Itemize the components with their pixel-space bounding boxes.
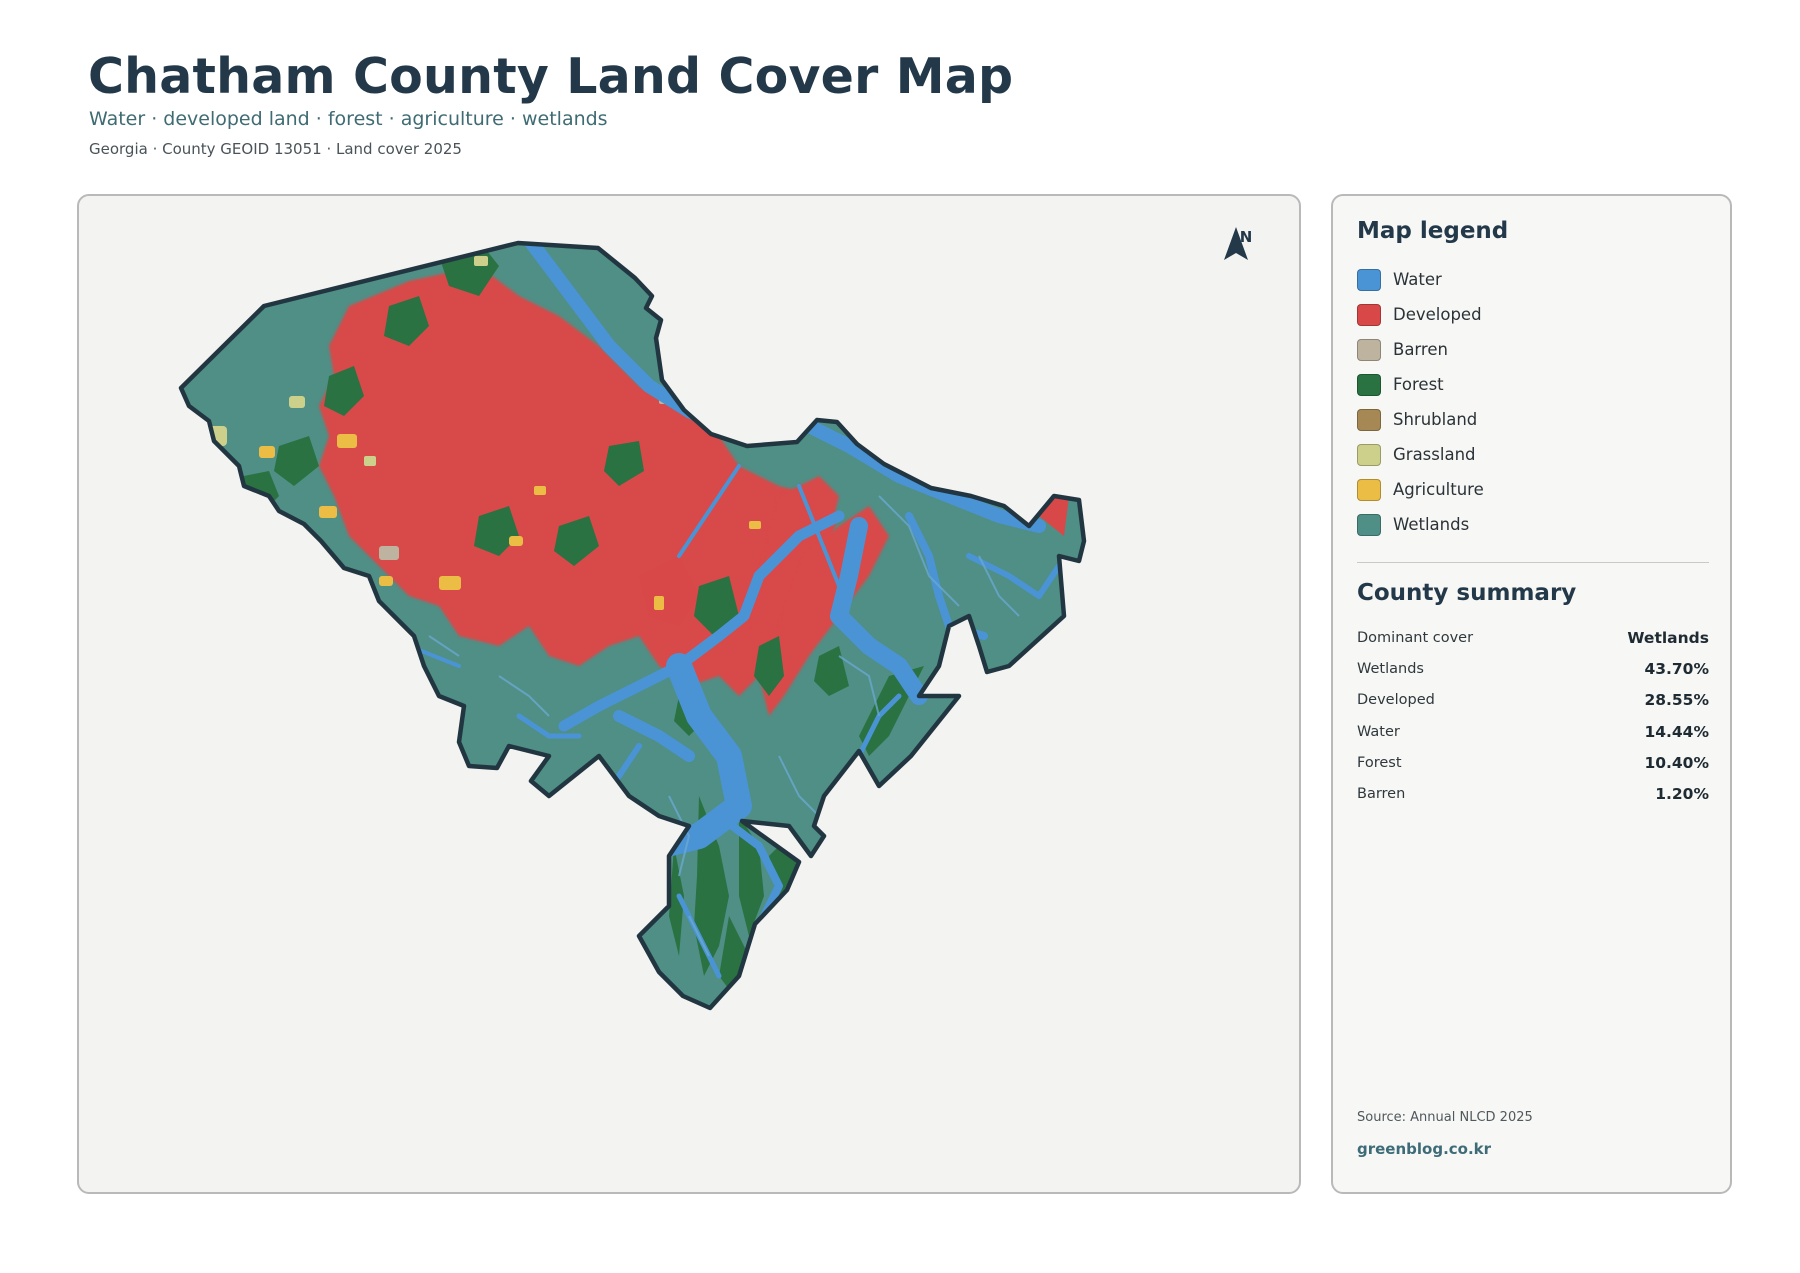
legend-label: Shrubland [1393, 410, 1478, 429]
legend-item-agriculture: Agriculture [1357, 472, 1484, 507]
legend-swatch-water [1357, 268, 1381, 291]
summary-key: Wetlands [1357, 660, 1424, 677]
legend-item-water: Water [1357, 262, 1484, 297]
summary-value: 1.20% [1655, 785, 1709, 804]
legend-title: Map legend [1357, 218, 1509, 244]
source-note: Source: Annual NLCD 2025 [1357, 1110, 1533, 1125]
legend-item-developed: Developed [1357, 297, 1484, 332]
legend-label: Grassland [1393, 445, 1476, 464]
legend-swatch-agriculture [1357, 478, 1381, 501]
legend-swatch-shrubland [1357, 408, 1381, 431]
page-meta: Georgia · County GEOID 13051 · Land cove… [89, 140, 462, 158]
legend-item-barren: Barren [1357, 332, 1484, 367]
water-features-thin [428, 495, 1020, 957]
land-cover-raster [181, 243, 1084, 1008]
summary-row-water: Water 14.44% [1357, 716, 1709, 747]
summary-key: Forest [1357, 754, 1402, 771]
developed-area [639, 556, 699, 626]
agriculture-patches [259, 434, 761, 610]
summary-key: Developed [1357, 692, 1435, 709]
summary-value: 43.70% [1644, 659, 1709, 678]
summary-value: Wetlands [1627, 628, 1709, 647]
legend-label: Developed [1393, 305, 1482, 324]
legend-item-wetlands: Wetlands [1357, 507, 1484, 542]
summary-table: Dominant cover Wetlands Wetlands 43.70% … [1357, 622, 1709, 810]
summary-value: 10.40% [1644, 753, 1709, 772]
legend-swatch-grassland [1357, 443, 1381, 466]
summary-key: Barren [1357, 786, 1406, 803]
summary-key: Water [1357, 723, 1400, 740]
legend-swatch-forest [1357, 373, 1381, 396]
summary-key: Dominant cover [1357, 629, 1474, 646]
legend-label: Agriculture [1393, 480, 1484, 499]
developed-area [749, 476, 839, 636]
summary-value: 14.44% [1644, 722, 1709, 741]
summary-title: County summary [1357, 580, 1577, 606]
legend-item-grassland: Grassland [1357, 437, 1484, 472]
brand-link[interactable]: greenblog.co.kr [1357, 1140, 1492, 1158]
legend-label: Barren [1393, 340, 1448, 359]
county-map[interactable] [79, 196, 1301, 1194]
legend-label: Water [1393, 270, 1442, 289]
legend-swatch-wetlands [1357, 513, 1381, 536]
page-subtitle: Water · developed land · forest · agricu… [89, 108, 608, 130]
summary-row-developed: Developed 28.55% [1357, 685, 1709, 716]
legend-label: Forest [1393, 375, 1444, 394]
summary-row-wetlands: Wetlands 43.70% [1357, 653, 1709, 684]
map-panel[interactable]: N [77, 194, 1301, 1194]
legend-label: Wetlands [1393, 515, 1470, 534]
north-label: N [1239, 228, 1253, 246]
legend-swatch-barren [1357, 338, 1381, 361]
north-arrow: N [1222, 226, 1270, 288]
north-arrow-icon [1224, 227, 1248, 260]
legend-swatch-developed [1357, 303, 1381, 326]
summary-value: 28.55% [1644, 691, 1709, 710]
panel-divider [1357, 562, 1709, 563]
summary-row-dominant: Dominant cover Wetlands [1357, 622, 1709, 653]
summary-row-barren: Barren 1.20% [1357, 778, 1709, 809]
water-features [327, 243, 1062, 979]
side-panel: Map legend Water Developed Barren Forest… [1331, 194, 1732, 1194]
summary-row-forest: Forest 10.40% [1357, 747, 1709, 778]
page-title: Chatham County Land Cover Map [88, 48, 1014, 105]
legend-item-shrubland: Shrubland [1357, 402, 1484, 437]
legend-list: Water Developed Barren Forest Shrubland … [1357, 262, 1484, 542]
legend-item-forest: Forest [1357, 367, 1484, 402]
